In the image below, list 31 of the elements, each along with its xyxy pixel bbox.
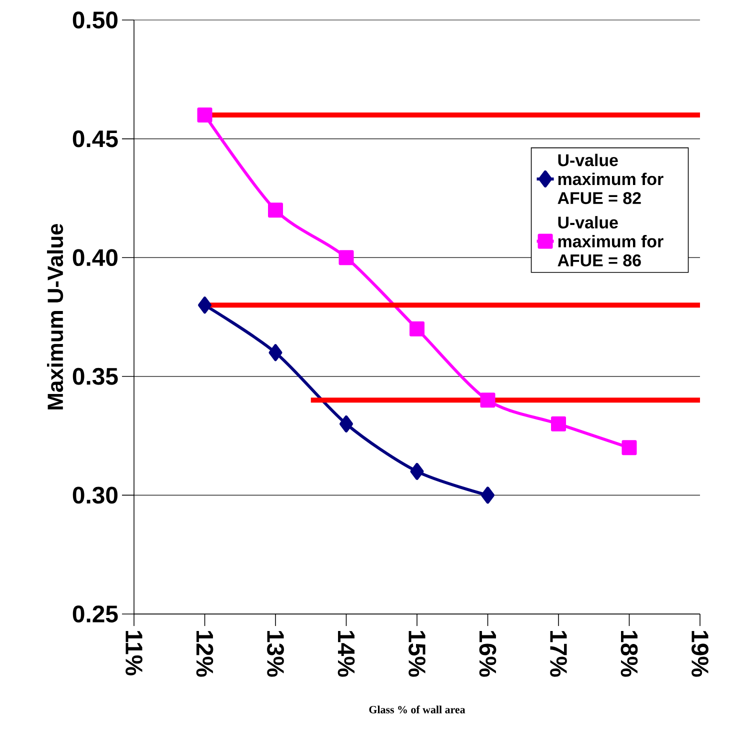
point [268, 202, 283, 218]
point [481, 486, 494, 504]
y-axis-title: Maximum U-Value [47, 224, 64, 410]
x-tick-label: 18% [620, 631, 638, 677]
legend-label: U-value maximum for AFUE = 86 [558, 216, 664, 266]
point [551, 416, 566, 432]
x-tick-label: 14% [338, 631, 355, 677]
x-tick-label: 11% [126, 631, 142, 676]
y-tick-label: 0.45 [72, 130, 118, 148]
point [340, 415, 353, 432]
x-tick-label: 17% [550, 631, 567, 677]
point [338, 250, 354, 266]
x-tick-label: 12% [196, 631, 214, 677]
point [410, 462, 424, 480]
y-tick-label: 0.50 [72, 12, 118, 28]
point [622, 440, 637, 456]
point [410, 321, 424, 336]
x-tick-label: 15% [408, 631, 426, 677]
point [480, 392, 496, 408]
x-axis-title: Glass % of wall area [369, 706, 466, 714]
point [197, 108, 212, 123]
point [198, 296, 212, 314]
x-tick-label: 19% [692, 631, 708, 677]
y-tick-label: 0.35 [72, 368, 118, 385]
point [268, 344, 282, 362]
y-tick-label: 0.25 [72, 606, 118, 622]
y-tick-label: 0.40 [72, 249, 118, 266]
x-tick-label: 13% [267, 631, 284, 677]
y-tick-label: 0.30 [72, 486, 118, 504]
x-tick-label: 16% [479, 631, 496, 677]
legend-label: U-value maximum for AFUE = 82 [558, 154, 664, 204]
